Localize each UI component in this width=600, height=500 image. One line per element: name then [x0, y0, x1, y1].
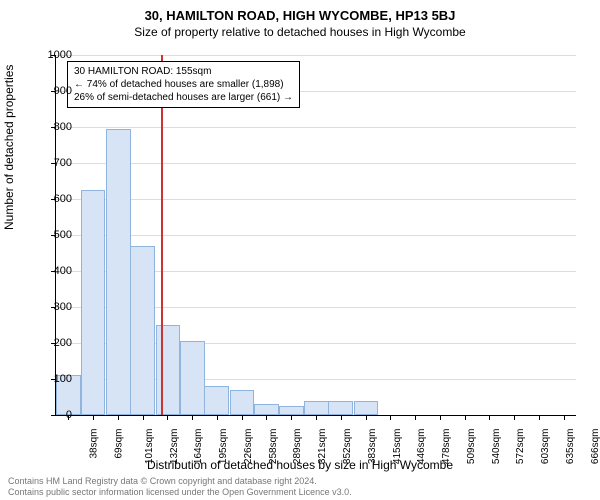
histogram-bar — [328, 401, 353, 415]
page-subtitle: Size of property relative to detached ho… — [0, 23, 600, 39]
gridline-h — [56, 163, 576, 164]
xtick-mark — [390, 415, 391, 420]
xtick-mark — [366, 415, 367, 420]
xtick-label: 69sqm — [114, 429, 125, 459]
histogram-bar — [204, 386, 229, 415]
xtick-label: 38sqm — [89, 429, 100, 459]
ytick-label: 500 — [32, 229, 72, 241]
histogram-bar — [106, 129, 131, 415]
histogram-bar — [180, 341, 205, 415]
ytick-label: 400 — [32, 265, 72, 277]
footer-line-1: Contains HM Land Registry data © Crown c… — [8, 476, 352, 487]
xtick-mark — [415, 415, 416, 420]
xtick-mark — [143, 415, 144, 420]
xtick-mark — [341, 415, 342, 420]
reference-line — [161, 55, 163, 415]
histogram-bar — [156, 325, 181, 415]
xtick-mark — [539, 415, 540, 420]
xtick-mark — [564, 415, 565, 420]
xtick-mark — [514, 415, 515, 420]
histogram-bar — [81, 190, 106, 415]
ytick-label: 600 — [32, 193, 72, 205]
gridline-h — [56, 199, 576, 200]
gridline-h — [56, 127, 576, 128]
x-axis-label: Distribution of detached houses by size … — [0, 458, 600, 472]
footer-line-2: Contains public sector information licen… — [8, 487, 352, 498]
xtick-mark — [217, 415, 218, 420]
ytick-label: 800 — [32, 121, 72, 133]
footer-attribution: Contains HM Land Registry data © Crown c… — [8, 476, 352, 498]
gridline-h — [56, 55, 576, 56]
histogram-bar — [230, 390, 255, 415]
info-line-3: 26% of semi-detached houses are larger (… — [74, 91, 293, 104]
histogram-bar — [304, 401, 329, 415]
histogram-bar — [130, 246, 155, 415]
info-line-1: 30 HAMILTON ROAD: 155sqm — [74, 65, 293, 78]
xtick-mark — [316, 415, 317, 420]
xtick-mark — [291, 415, 292, 420]
xtick-mark — [440, 415, 441, 420]
gridline-h — [56, 235, 576, 236]
xtick-mark — [93, 415, 94, 420]
xtick-mark — [192, 415, 193, 420]
xtick-mark — [167, 415, 168, 420]
xtick-mark — [242, 415, 243, 420]
chart-area: 38sqm69sqm101sqm132sqm164sqm195sqm226sqm… — [55, 55, 575, 415]
info-line-2: ← 74% of detached houses are smaller (1,… — [74, 78, 293, 91]
xtick-mark — [489, 415, 490, 420]
y-axis-label: Number of detached properties — [2, 65, 16, 230]
histogram-bar — [354, 401, 379, 415]
histogram-bar — [279, 406, 304, 415]
ytick-label: 300 — [32, 301, 72, 313]
ytick-label: 0 — [32, 409, 72, 421]
ytick-label: 700 — [32, 157, 72, 169]
ytick-label: 100 — [32, 373, 72, 385]
ytick-label: 1000 — [32, 49, 72, 61]
xtick-mark — [465, 415, 466, 420]
page-title: 30, HAMILTON ROAD, HIGH WYCOMBE, HP13 5B… — [0, 0, 600, 23]
xtick-mark — [266, 415, 267, 420]
xtick-mark — [118, 415, 119, 420]
plot-region: 38sqm69sqm101sqm132sqm164sqm195sqm226sqm… — [55, 55, 576, 416]
histogram-bar — [254, 404, 279, 415]
ytick-label: 200 — [32, 337, 72, 349]
ytick-label: 900 — [32, 85, 72, 97]
reference-info-box: 30 HAMILTON ROAD: 155sqm ← 74% of detach… — [67, 61, 300, 108]
